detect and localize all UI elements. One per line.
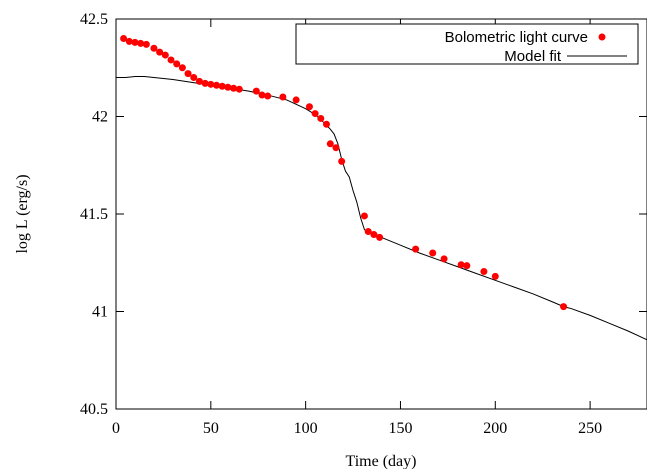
bolometric-point — [201, 79, 209, 87]
bolometric-point — [376, 233, 384, 241]
x-tick-label: 0 — [112, 420, 120, 437]
x-tick-label: 250 — [578, 420, 602, 437]
bolometric-point — [230, 84, 238, 92]
plot-frame — [115, 18, 647, 410]
bolometric-points-layer — [120, 35, 568, 311]
x-tick-label: 100 — [294, 420, 318, 437]
legend: Bolometric light curve Model fit — [295, 23, 639, 65]
bolometric-point — [292, 96, 300, 104]
bolometric-point — [131, 38, 139, 46]
bolometric-point — [440, 255, 448, 263]
bolometric-point — [213, 81, 221, 89]
bolometric-point — [207, 80, 215, 88]
y-tick-label: 42.5 — [80, 11, 108, 28]
bolometric-point — [412, 245, 420, 253]
bolometric-point — [364, 228, 372, 236]
y-tick-label: 41.5 — [80, 206, 108, 223]
y-tick-label: 40.5 — [80, 401, 108, 418]
axis-ticks: 0 50 100 150 200 250 40.5 41 41.5 42 42.5 — [80, 11, 647, 437]
bolometric-point — [264, 92, 272, 100]
bolometric-point — [323, 120, 330, 128]
bolometric-point — [338, 157, 346, 165]
x-tick-label: 50 — [203, 420, 219, 437]
bolometric-point — [184, 70, 192, 78]
bolometric-point — [480, 268, 488, 276]
bolometric-point — [463, 262, 471, 270]
bolometric-point — [326, 140, 334, 148]
bolometric-point — [235, 85, 243, 93]
bolometric-point — [190, 74, 198, 81]
y-tick-label: 41 — [92, 304, 108, 321]
bolometric-point — [311, 110, 319, 118]
legend-box — [295, 23, 639, 65]
y-tick-label: 42 — [92, 109, 108, 126]
bolometric-point — [491, 272, 499, 280]
bolometric-point — [142, 40, 150, 48]
y-axis-label: log L (erg/s) — [14, 174, 31, 253]
legend-marker-bolometric — [598, 33, 606, 41]
legend-label-model: Model fit — [504, 48, 562, 65]
bolometric-point — [279, 93, 287, 101]
bolometric-point — [137, 39, 145, 47]
bolometric-point — [252, 87, 260, 95]
bolometric-point — [195, 77, 203, 85]
bolometric-point — [305, 103, 313, 111]
bolometric-point — [560, 303, 568, 311]
bolometric-point — [120, 35, 128, 42]
legend-label-bolometric: Bolometric light curve — [445, 29, 588, 46]
bolometric-point — [370, 230, 378, 238]
bolometric-point — [167, 56, 175, 64]
x-tick-label: 150 — [388, 420, 412, 437]
bolometric-point — [317, 114, 325, 122]
bolometric-point — [156, 48, 164, 56]
model-fit-line — [116, 76, 647, 341]
x-tick-label: 200 — [483, 420, 507, 437]
bolometric-point — [218, 82, 226, 90]
bolometric-point — [178, 64, 186, 72]
bolometric-point — [332, 144, 340, 152]
bolometric-point — [360, 212, 368, 220]
bolometric-point — [125, 37, 133, 45]
bolometric-point — [429, 249, 437, 257]
bolometric-point — [173, 60, 181, 68]
bolometric-point — [457, 261, 465, 269]
x-axis-label: Time (day) — [346, 453, 417, 469]
bolometric-point — [258, 91, 266, 99]
bolometric-point — [150, 44, 158, 52]
model-fit-line-layer — [116, 76, 647, 341]
bolometric-point — [224, 83, 232, 91]
bolometric-point — [161, 51, 169, 59]
